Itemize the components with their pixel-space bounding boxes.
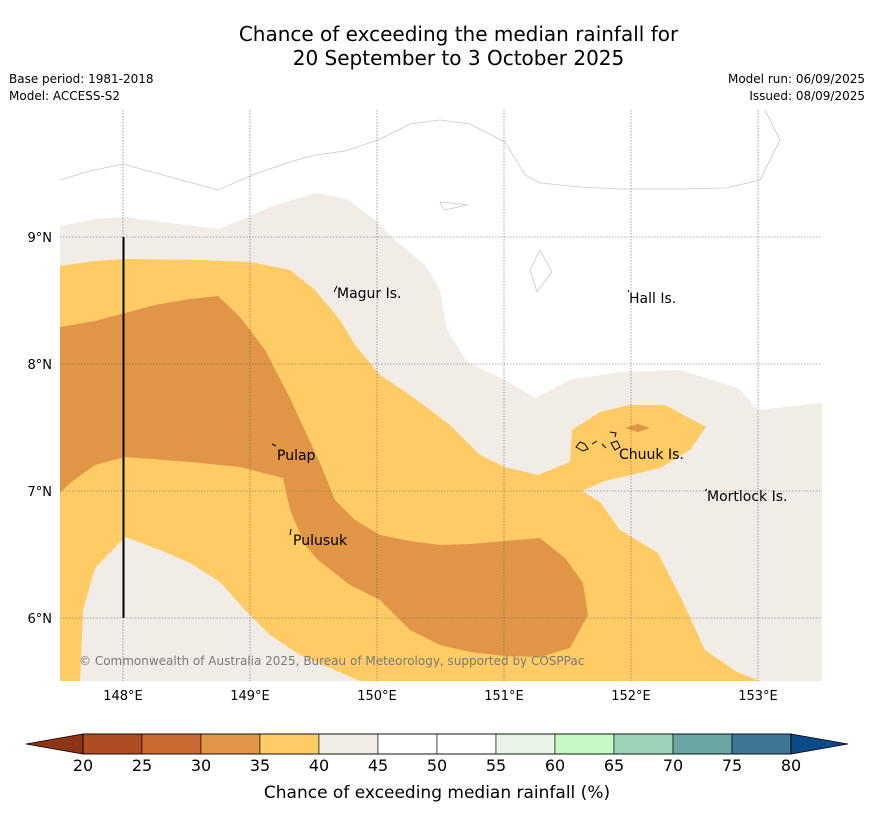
lon-tick-153: 153°E <box>738 689 778 704</box>
lat-tick-6: 6°N <box>28 612 53 627</box>
colorbar-title: Chance of exceeding median rainfall (%) <box>264 783 610 803</box>
colorbar-label: 70 <box>663 756 683 775</box>
contour-30-35-chuuk <box>625 424 650 432</box>
colorbar-segment <box>200 733 261 755</box>
lon-tick-148: 148°E <box>103 689 143 704</box>
colorbar-segment <box>377 733 438 755</box>
colorbar-segment <box>436 733 497 755</box>
colorbar-label: 80 <box>781 756 801 775</box>
lon-tick-149: 149°E <box>230 689 270 704</box>
lat-tick-labels: 9°N 8°N 7°N 6°N <box>28 231 53 627</box>
colorbar-label: 35 <box>250 756 270 775</box>
lat-tick-9: 9°N <box>28 231 53 246</box>
colorbar-frame <box>82 733 792 755</box>
colorbar-segment <box>141 733 202 755</box>
colorbar-label: 40 <box>309 756 329 775</box>
colorbar-label: 60 <box>545 756 565 775</box>
colorbar-segment <box>259 733 320 755</box>
colorbar-under-arrow <box>25 733 84 755</box>
colorbar-labels: 20 25 30 35 40 45 50 55 60 65 70 75 80 <box>73 756 801 775</box>
hall-island <box>627 289 630 293</box>
colorbar-segment <box>731 733 792 755</box>
lat-tick-7: 7°N <box>28 485 53 500</box>
meta-right: Model run: 06/09/2025 Issued: 08/09/2025 <box>728 71 865 105</box>
map-area: Magur Is. Hall Is. Pulap Chuuk Is. Mortl… <box>60 110 822 681</box>
colorbar-segment <box>554 733 615 755</box>
label-magur: Magur Is. <box>337 286 402 302</box>
title-line-2: 20 September to 3 October 2025 <box>292 46 625 70</box>
colorbar-segment <box>613 733 674 755</box>
colorbar-over-arrow <box>790 733 849 755</box>
colorbar-label: 25 <box>132 756 152 775</box>
chuuk-islands <box>575 431 621 452</box>
colorbar: 20 25 30 35 40 45 50 55 60 65 70 75 80 Chance of exc… <box>25 733 849 803</box>
issued-label: Issued: 08/09/2025 <box>749 89 865 103</box>
lat-tick-8: 8°N <box>28 358 53 373</box>
copyright-notice: © Commonwealth of Australia 2025, Bureau… <box>79 654 584 668</box>
label-pulusuk: Pulusuk <box>293 533 348 549</box>
lon-tick-labels: 148°E 149°E 150°E 151°E 152°E 153°E <box>103 689 778 704</box>
pulap-island <box>271 443 277 447</box>
colorbar-segments <box>82 733 792 755</box>
pulusuk-island <box>289 528 292 536</box>
colorbar-segment <box>82 733 143 755</box>
colorbar-label: 20 <box>73 756 93 775</box>
colorbar-label: 45 <box>368 756 388 775</box>
map-title: Chance of exceeding the median rainfall … <box>0 22 873 70</box>
label-mortlock: Mortlock Is. <box>707 489 787 505</box>
colorbar-label: 65 <box>604 756 624 775</box>
label-hall: Hall Is. <box>629 291 676 307</box>
meta-left: Base period: 1981-2018 Model: ACCESS-S2 <box>9 71 154 105</box>
islands <box>271 285 708 536</box>
label-chuuk: Chuuk Is. <box>619 447 684 463</box>
colorbar-label: 75 <box>722 756 742 775</box>
lon-tick-150: 150°E <box>357 689 397 704</box>
colorbar-label: 55 <box>486 756 506 775</box>
colorbar-segment <box>318 733 379 755</box>
coast-outline <box>60 110 781 293</box>
contour-40-45-sw <box>80 537 360 681</box>
model-label: Model: ACCESS-S2 <box>9 89 121 103</box>
magur-island <box>333 285 338 293</box>
mortlock-island <box>704 488 708 492</box>
label-pulap: Pulap <box>277 448 316 464</box>
colorbar-label: 50 <box>427 756 447 775</box>
lon-tick-152: 152°E <box>611 689 651 704</box>
colorbar-segment <box>495 733 556 755</box>
title-line-1: Chance of exceeding the median rainfall … <box>238 22 679 46</box>
lon-tick-151: 151°E <box>484 689 524 704</box>
base-period-label: Base period: 1981-2018 <box>9 72 154 86</box>
colorbar-label: 30 <box>191 756 211 775</box>
colorbar-segment <box>672 733 733 755</box>
model-run-label: Model run: 06/09/2025 <box>727 72 865 86</box>
contour-30-35 <box>60 296 588 657</box>
